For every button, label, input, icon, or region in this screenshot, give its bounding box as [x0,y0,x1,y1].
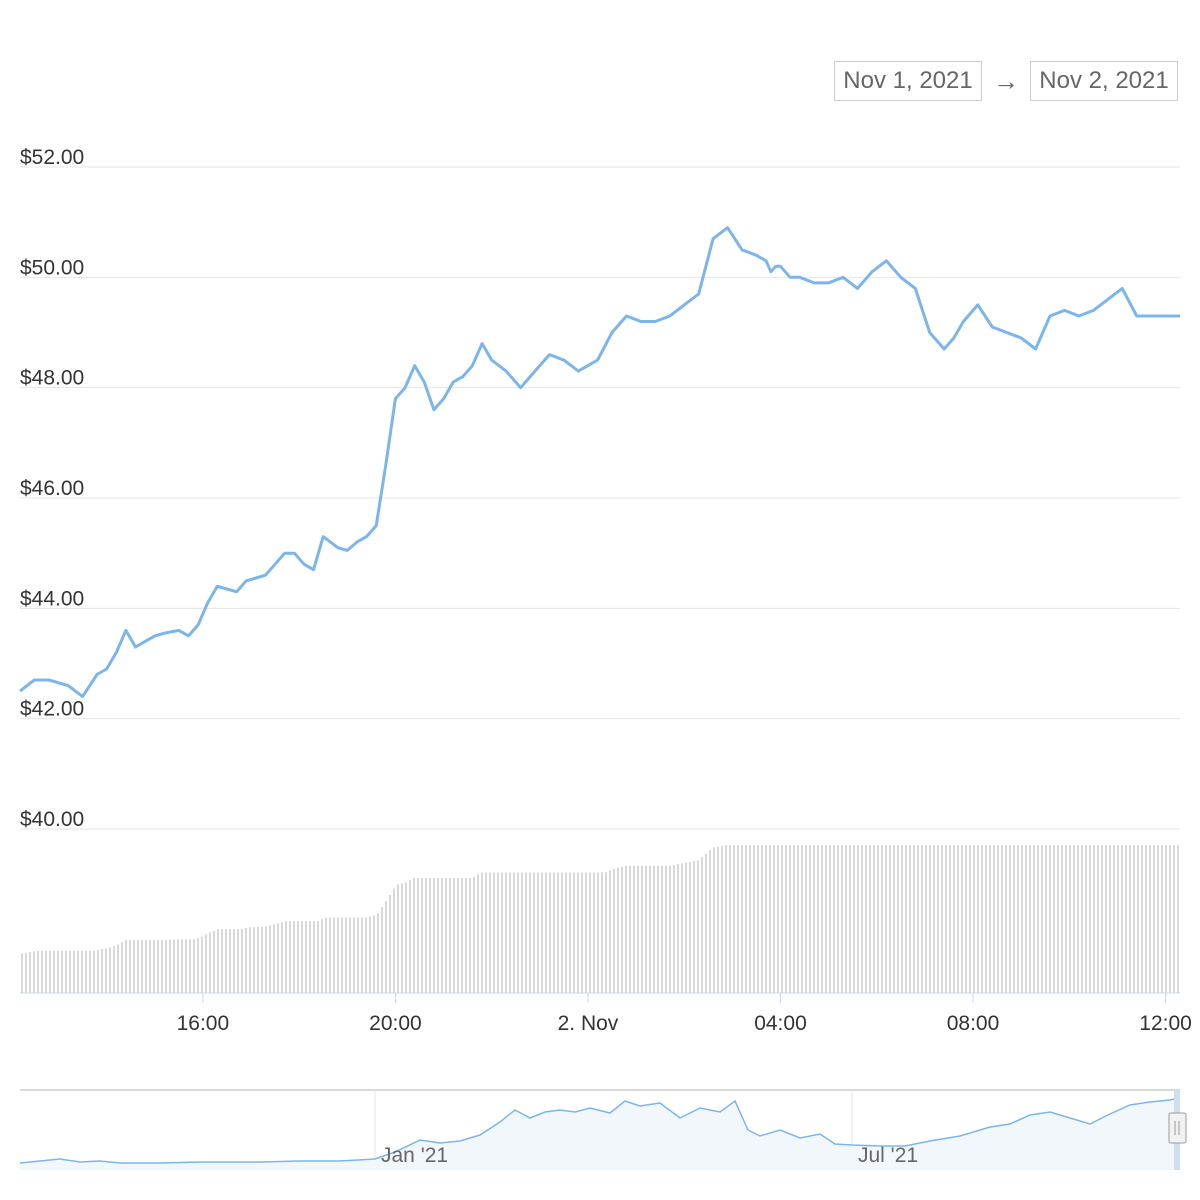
navigator-label-jan: Jan '21 [381,1144,448,1167]
y-tick-label: $50.00 [20,256,84,279]
y-axis-labels: $52.00 $50.00 $48.00 $46.00 $44.00 $42.00 $40.… [20,146,84,831]
navigator-line [19,1097,1179,1164]
navigator-area [20,1098,1178,1170]
x-tick-label: 12:00 [1139,1012,1192,1035]
navigator[interactable]: Jan '21 Jul '21 [19,1089,1187,1170]
grid-lines [20,166,1180,830]
y-tick-label: $40.00 [20,808,84,831]
x-tick-label: 16:00 [177,1012,230,1035]
price-series-line [19,226,1180,699]
x-tick-label: 08:00 [947,1012,1000,1035]
y-tick-label: $44.00 [20,587,84,610]
y-tick-label: $52.00 [20,146,84,169]
range-arrow-icon: → [993,66,1019,96]
range-to-input[interactable]: Nov 2, 2021 [1030,61,1178,101]
date-range-selector: Nov 1, 2021 → Nov 2, 2021 [834,61,1180,103]
x-tick-label: 2. Nov [558,1012,619,1035]
volume-bars [21,845,1179,993]
x-tick-label: 20:00 [369,1012,422,1035]
navigator-label-jul: Jul '21 [858,1144,918,1167]
range-from-input[interactable]: Nov 1, 2021 [834,61,982,101]
x-axis-ticks: 16:00 20:00 2. Nov 04:00 08:00 12:00 [177,993,1192,1035]
y-tick-label: $42.00 [20,698,84,721]
navigator-handle[interactable] [1168,1112,1187,1144]
x-tick-label: 04:00 [754,1012,807,1035]
y-tick-label: $46.00 [20,477,84,500]
y-tick-label: $48.00 [20,367,84,390]
